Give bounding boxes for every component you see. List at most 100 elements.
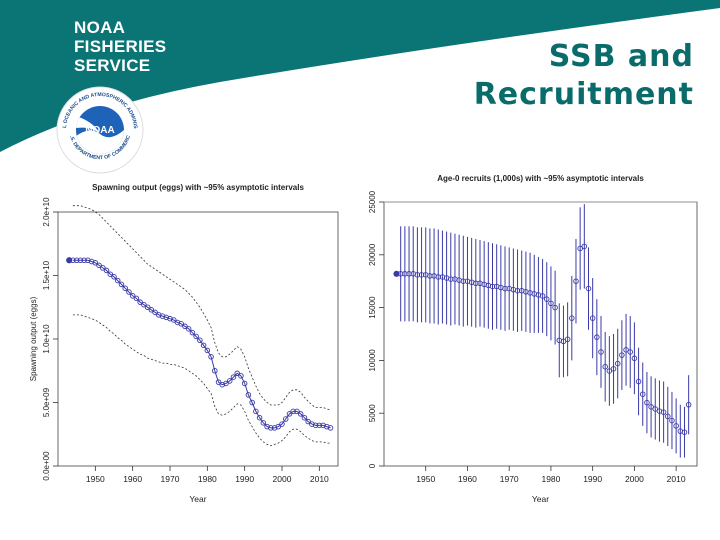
data-point — [279, 421, 285, 427]
data-point — [581, 243, 588, 250]
data-point — [264, 423, 270, 430]
data-point — [118, 281, 125, 288]
data-point — [167, 315, 173, 322]
recruitment-chart: Age-0 recruits (1,000s) with ~95% asympt… — [360, 168, 702, 524]
y-tick-label: 15000 — [368, 296, 377, 319]
data-point — [275, 423, 282, 430]
data-point — [614, 360, 621, 367]
x-tick-label: 1980 — [198, 474, 217, 484]
title-line-2: Recruitment — [473, 77, 694, 112]
data-point — [552, 304, 558, 311]
data-point — [305, 418, 311, 425]
data-point — [100, 265, 106, 271]
data-point — [219, 381, 226, 388]
data-point — [241, 380, 248, 387]
data-point — [312, 422, 319, 429]
org-line-fisheries: FISHERIES — [74, 37, 167, 56]
x-tick-label: 2000 — [273, 474, 292, 484]
data-point — [665, 413, 671, 420]
data-point — [215, 379, 222, 385]
x-tick-label: 1980 — [541, 474, 560, 484]
data-point — [610, 366, 617, 372]
data-point — [193, 333, 199, 340]
data-point — [648, 404, 654, 410]
data-point — [73, 257, 80, 264]
data-point — [238, 373, 244, 379]
plot-frame — [383, 201, 698, 467]
data-point — [182, 323, 188, 330]
initial-point — [66, 257, 73, 264]
y-tick-label: 20000 — [368, 243, 377, 266]
chart-title: Age-0 recruits (1,000s) with ~95% asympt… — [437, 174, 644, 183]
data-point — [189, 329, 196, 336]
data-point — [92, 260, 99, 266]
x-tick-label: 1950 — [416, 474, 435, 484]
data-point — [594, 334, 600, 340]
x-tick-label: 1950 — [86, 474, 105, 484]
data-point — [156, 312, 162, 318]
data-point — [200, 342, 207, 349]
data-point — [652, 406, 659, 412]
data-point — [230, 374, 237, 380]
x-tick-label: 1960 — [123, 474, 142, 484]
data-point — [635, 378, 642, 385]
data-point — [320, 422, 326, 429]
data-point — [126, 289, 132, 295]
data-point — [544, 296, 550, 302]
data-point — [170, 317, 177, 323]
data-point — [77, 257, 84, 264]
y-axis-label: Spawning output (eggs) — [29, 296, 38, 381]
data-point — [539, 293, 546, 299]
data-point — [204, 347, 211, 354]
data-point — [644, 399, 650, 406]
data-point — [111, 274, 117, 280]
slide-title: SSB and Recruitment — [474, 38, 694, 114]
y-tick-label: 5000 — [368, 404, 377, 422]
data-point — [148, 307, 155, 313]
noaa-emblem-icon: NATIONAL OCEANIC AND ATMOSPHERIC ADMINIS… — [54, 82, 144, 174]
data-point — [297, 411, 304, 417]
data-point — [606, 368, 613, 374]
data-point — [623, 347, 629, 353]
lower-ci-line — [72, 314, 331, 447]
data-point — [81, 257, 87, 264]
data-point — [589, 315, 596, 321]
data-point — [282, 416, 289, 422]
chart-title: Spawning output (eggs) with ~95% asympto… — [92, 183, 304, 192]
y-tick-label: 25000 — [368, 190, 377, 213]
data-point — [324, 423, 330, 430]
data-point — [107, 271, 114, 277]
data-point — [256, 414, 263, 421]
upper-ci-line — [72, 205, 331, 411]
data-point — [290, 408, 296, 415]
data-point — [122, 285, 128, 291]
data-point — [144, 304, 151, 310]
data-point — [585, 285, 592, 292]
data-point — [564, 336, 571, 343]
data-point — [631, 355, 638, 362]
data-point — [88, 258, 95, 265]
x-tick-label: 1990 — [583, 474, 602, 484]
title-line-1: SSB and — [548, 39, 694, 74]
data-point — [660, 409, 667, 415]
data-point — [577, 245, 583, 252]
data-point — [669, 417, 675, 424]
data-point — [560, 338, 567, 345]
data-point — [212, 367, 218, 374]
logo-center-text: NOAA — [85, 125, 114, 136]
data-point — [685, 402, 692, 408]
data-point — [185, 326, 192, 332]
data-point — [327, 425, 334, 431]
data-point — [137, 299, 143, 305]
x-tick-label: 1970 — [500, 474, 519, 484]
org-line-noaa: NOAA — [74, 18, 126, 37]
y-tick-label: 2.0e+10 — [42, 197, 51, 227]
data-point — [286, 411, 293, 417]
y-tick-label: 1.0e+10 — [42, 324, 51, 354]
data-point — [197, 337, 203, 344]
data-point — [316, 422, 323, 429]
x-tick-label: 2000 — [625, 474, 644, 484]
y-tick-label: 0.0e+00 — [42, 451, 51, 481]
data-point — [253, 408, 259, 415]
ssb-chart: Spawning output (eggs) with ~95% asympto… — [18, 176, 350, 520]
